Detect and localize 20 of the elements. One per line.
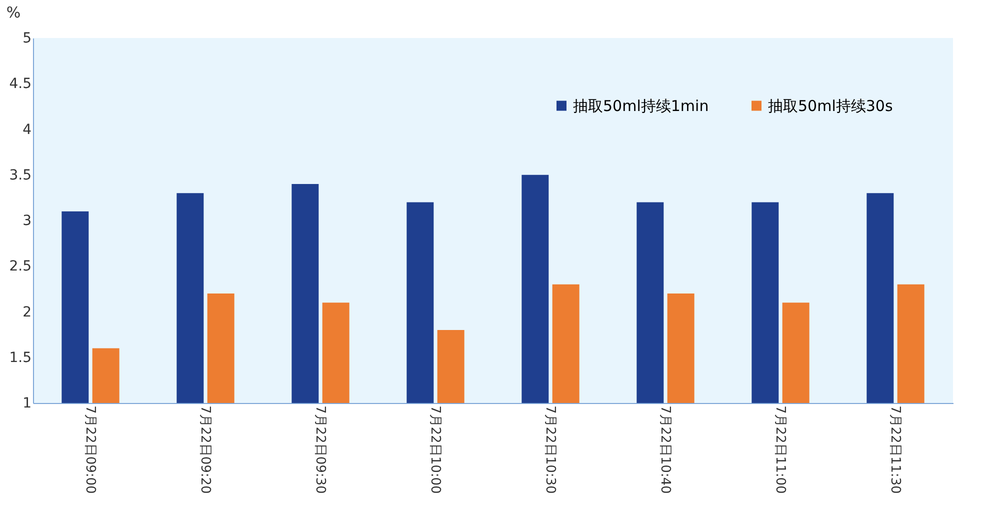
x-tick-label: 7月22日10:00 (428, 406, 442, 494)
y-tick-label: 4 (22, 122, 32, 138)
y-tick-label: 1 (22, 396, 32, 412)
y-tick-label: 3 (22, 213, 32, 229)
legend-label: 抽取50ml持续30s (768, 96, 893, 115)
y-tick-label: 3.5 (9, 167, 32, 184)
y-tick-label: 5 (22, 30, 32, 46)
x-tick-label: 7月22日11:30 (888, 406, 902, 494)
x-tick-label: 7月22日09:20 (198, 406, 212, 494)
y-tick-label: 4.5 (9, 76, 32, 92)
x-tick-label: 7月22日11:00 (772, 406, 788, 494)
x-tick-label: 7月22日10:30 (542, 406, 558, 494)
y-axis-title: % (6, 4, 21, 22)
y-tick-label: 2.5 (9, 258, 32, 275)
x-tick-label: 7月22日10:40 (658, 406, 672, 494)
x-tick-label: 7月22日09:00 (82, 406, 98, 494)
x-tick-label: 7月22日09:30 (312, 406, 328, 494)
y-tick-label: 2 (22, 304, 32, 320)
y-tick-label: 1.5 (9, 350, 32, 366)
legend-label: 抽取50ml持续1min (573, 96, 709, 115)
